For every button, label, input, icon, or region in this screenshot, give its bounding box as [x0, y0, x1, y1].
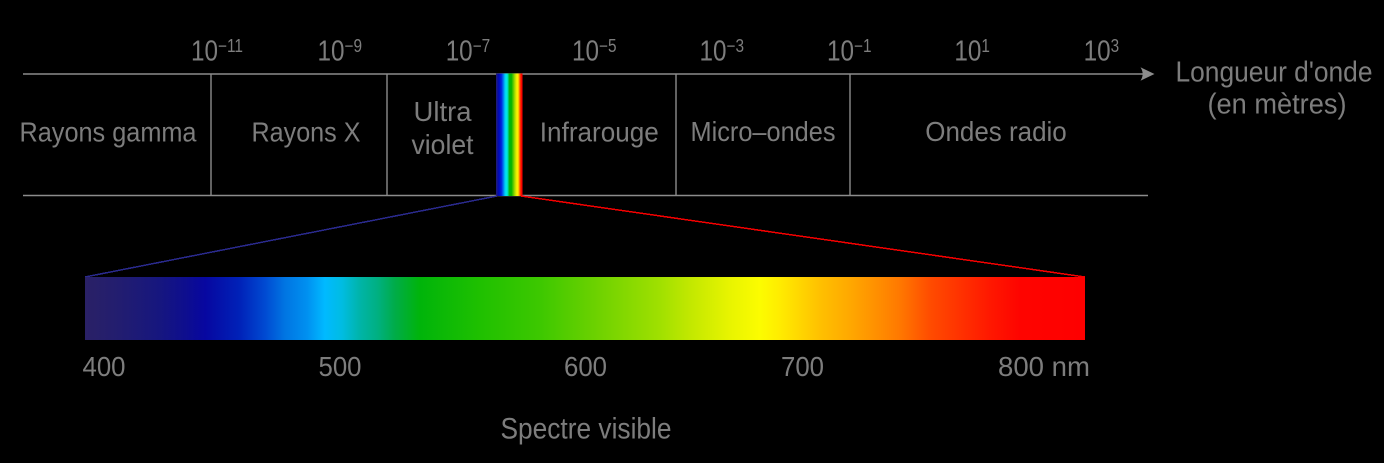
svg-text:Rayons X: Rayons X — [252, 116, 361, 147]
svg-text:500: 500 — [319, 351, 362, 382]
svg-text:600: 600 — [564, 351, 607, 382]
svg-text:103: 103 — [1084, 36, 1120, 68]
svg-text:Ultra: Ultra — [414, 96, 472, 127]
svg-text:Infrarouge: Infrarouge — [540, 117, 659, 148]
svg-text:10−3: 10−3 — [700, 36, 745, 68]
svg-text:800 nm: 800 nm — [998, 351, 1090, 382]
svg-text:(en mètres): (en mètres) — [1208, 89, 1347, 121]
svg-text:10−9: 10−9 — [318, 36, 363, 68]
svg-text:700: 700 — [781, 351, 824, 382]
svg-text:101: 101 — [954, 36, 990, 68]
svg-text:10−1: 10−1 — [827, 36, 872, 68]
svg-text:Longueur d'onde: Longueur d'onde — [1176, 56, 1373, 88]
svg-text:400: 400 — [83, 351, 126, 382]
svg-text:violet: violet — [412, 129, 474, 160]
svg-text:10−7: 10−7 — [446, 36, 491, 68]
svg-text:Ondes radio: Ondes radio — [925, 116, 1067, 147]
svg-text:Spectre visible: Spectre visible — [501, 413, 672, 446]
svg-text:10−5: 10−5 — [572, 36, 617, 68]
svg-text:10−11: 10−11 — [191, 36, 243, 68]
svg-text:Micro–ondes: Micro–ondes — [691, 116, 836, 147]
svg-text:Rayons gamma: Rayons gamma — [20, 116, 197, 147]
